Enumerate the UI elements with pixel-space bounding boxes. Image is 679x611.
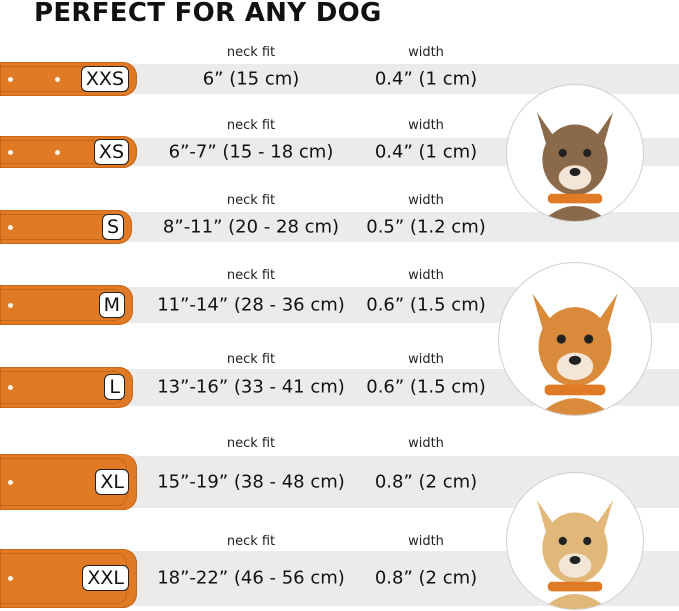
size-tag: S	[101, 214, 124, 240]
width-label: width	[408, 45, 444, 60]
collar-image: XS	[0, 136, 137, 168]
width-value: 0.4” (1 cm)	[374, 68, 478, 90]
width-value: 0.4” (1 cm)	[374, 141, 478, 163]
width-label: width	[408, 436, 444, 451]
dog-icon	[532, 293, 618, 415]
width-value: 0.5” (1.2 cm)	[366, 216, 486, 238]
collar-hole	[8, 77, 13, 82]
neck-fit-label: neck fit	[226, 436, 276, 451]
neck-fit-label: neck fit	[226, 268, 276, 283]
collar-hole	[8, 225, 13, 230]
collar-hole	[8, 385, 13, 390]
neck-fit-label: neck fit	[226, 534, 276, 549]
neck-fit-value: 18”-22” (46 - 56 cm)	[157, 567, 345, 589]
width-value: 0.6” (1.5 cm)	[366, 294, 486, 316]
collar-image: S	[0, 210, 132, 244]
width-label: width	[408, 352, 444, 367]
neck-fit-value: 8”-11” (20 - 28 cm)	[162, 216, 340, 238]
size-tag: XS	[93, 139, 129, 165]
collar-hole	[8, 480, 13, 485]
width-label: width	[408, 268, 444, 283]
size-tag: XXS	[80, 66, 129, 92]
size-tag: L	[104, 374, 125, 400]
width-value: 0.8” (2 cm)	[374, 471, 478, 493]
neck-fit-value: 13”-16” (33 - 41 cm)	[157, 376, 345, 398]
collar-hole	[8, 303, 13, 308]
size-tag: XXL	[82, 565, 129, 591]
dog-photo-labrador	[506, 472, 644, 610]
collar-hole	[8, 576, 13, 581]
dog-photo-terrier	[506, 84, 644, 222]
neck-fit-value: 6”-7” (15 - 18 cm)	[168, 141, 334, 163]
neck-fit-value: 15”-19” (38 - 48 cm)	[157, 471, 345, 493]
neck-fit-value: 6” (15 cm)	[202, 68, 300, 90]
collar-hole	[55, 150, 60, 155]
width-value: 0.8” (2 cm)	[374, 567, 478, 589]
neck-fit-label: neck fit	[226, 45, 276, 60]
collar-image: XXS	[0, 62, 137, 96]
collar-hole	[8, 150, 13, 155]
width-label: width	[408, 193, 444, 208]
dog-icon	[536, 500, 614, 609]
collar-image: L	[0, 366, 133, 408]
collar-hole	[55, 77, 60, 82]
width-label: width	[408, 118, 444, 133]
size-tag: M	[98, 292, 125, 318]
collar-image: XXL	[0, 548, 137, 608]
collar-image: XL	[0, 454, 137, 510]
width-label: width	[408, 534, 444, 549]
collar-image: M	[0, 285, 133, 325]
width-value: 0.6” (1.5 cm)	[366, 376, 486, 398]
neck-fit-label: neck fit	[226, 352, 276, 367]
neck-fit-label: neck fit	[226, 118, 276, 133]
size-tag: XL	[95, 469, 129, 495]
neck-fit-value: 11”-14” (28 - 36 cm)	[157, 294, 345, 316]
page-title: PERFECT FOR ANY DOG	[34, 0, 382, 28]
dog-photo-corgi	[498, 262, 652, 416]
dog-icon	[536, 112, 614, 221]
neck-fit-label: neck fit	[226, 193, 276, 208]
